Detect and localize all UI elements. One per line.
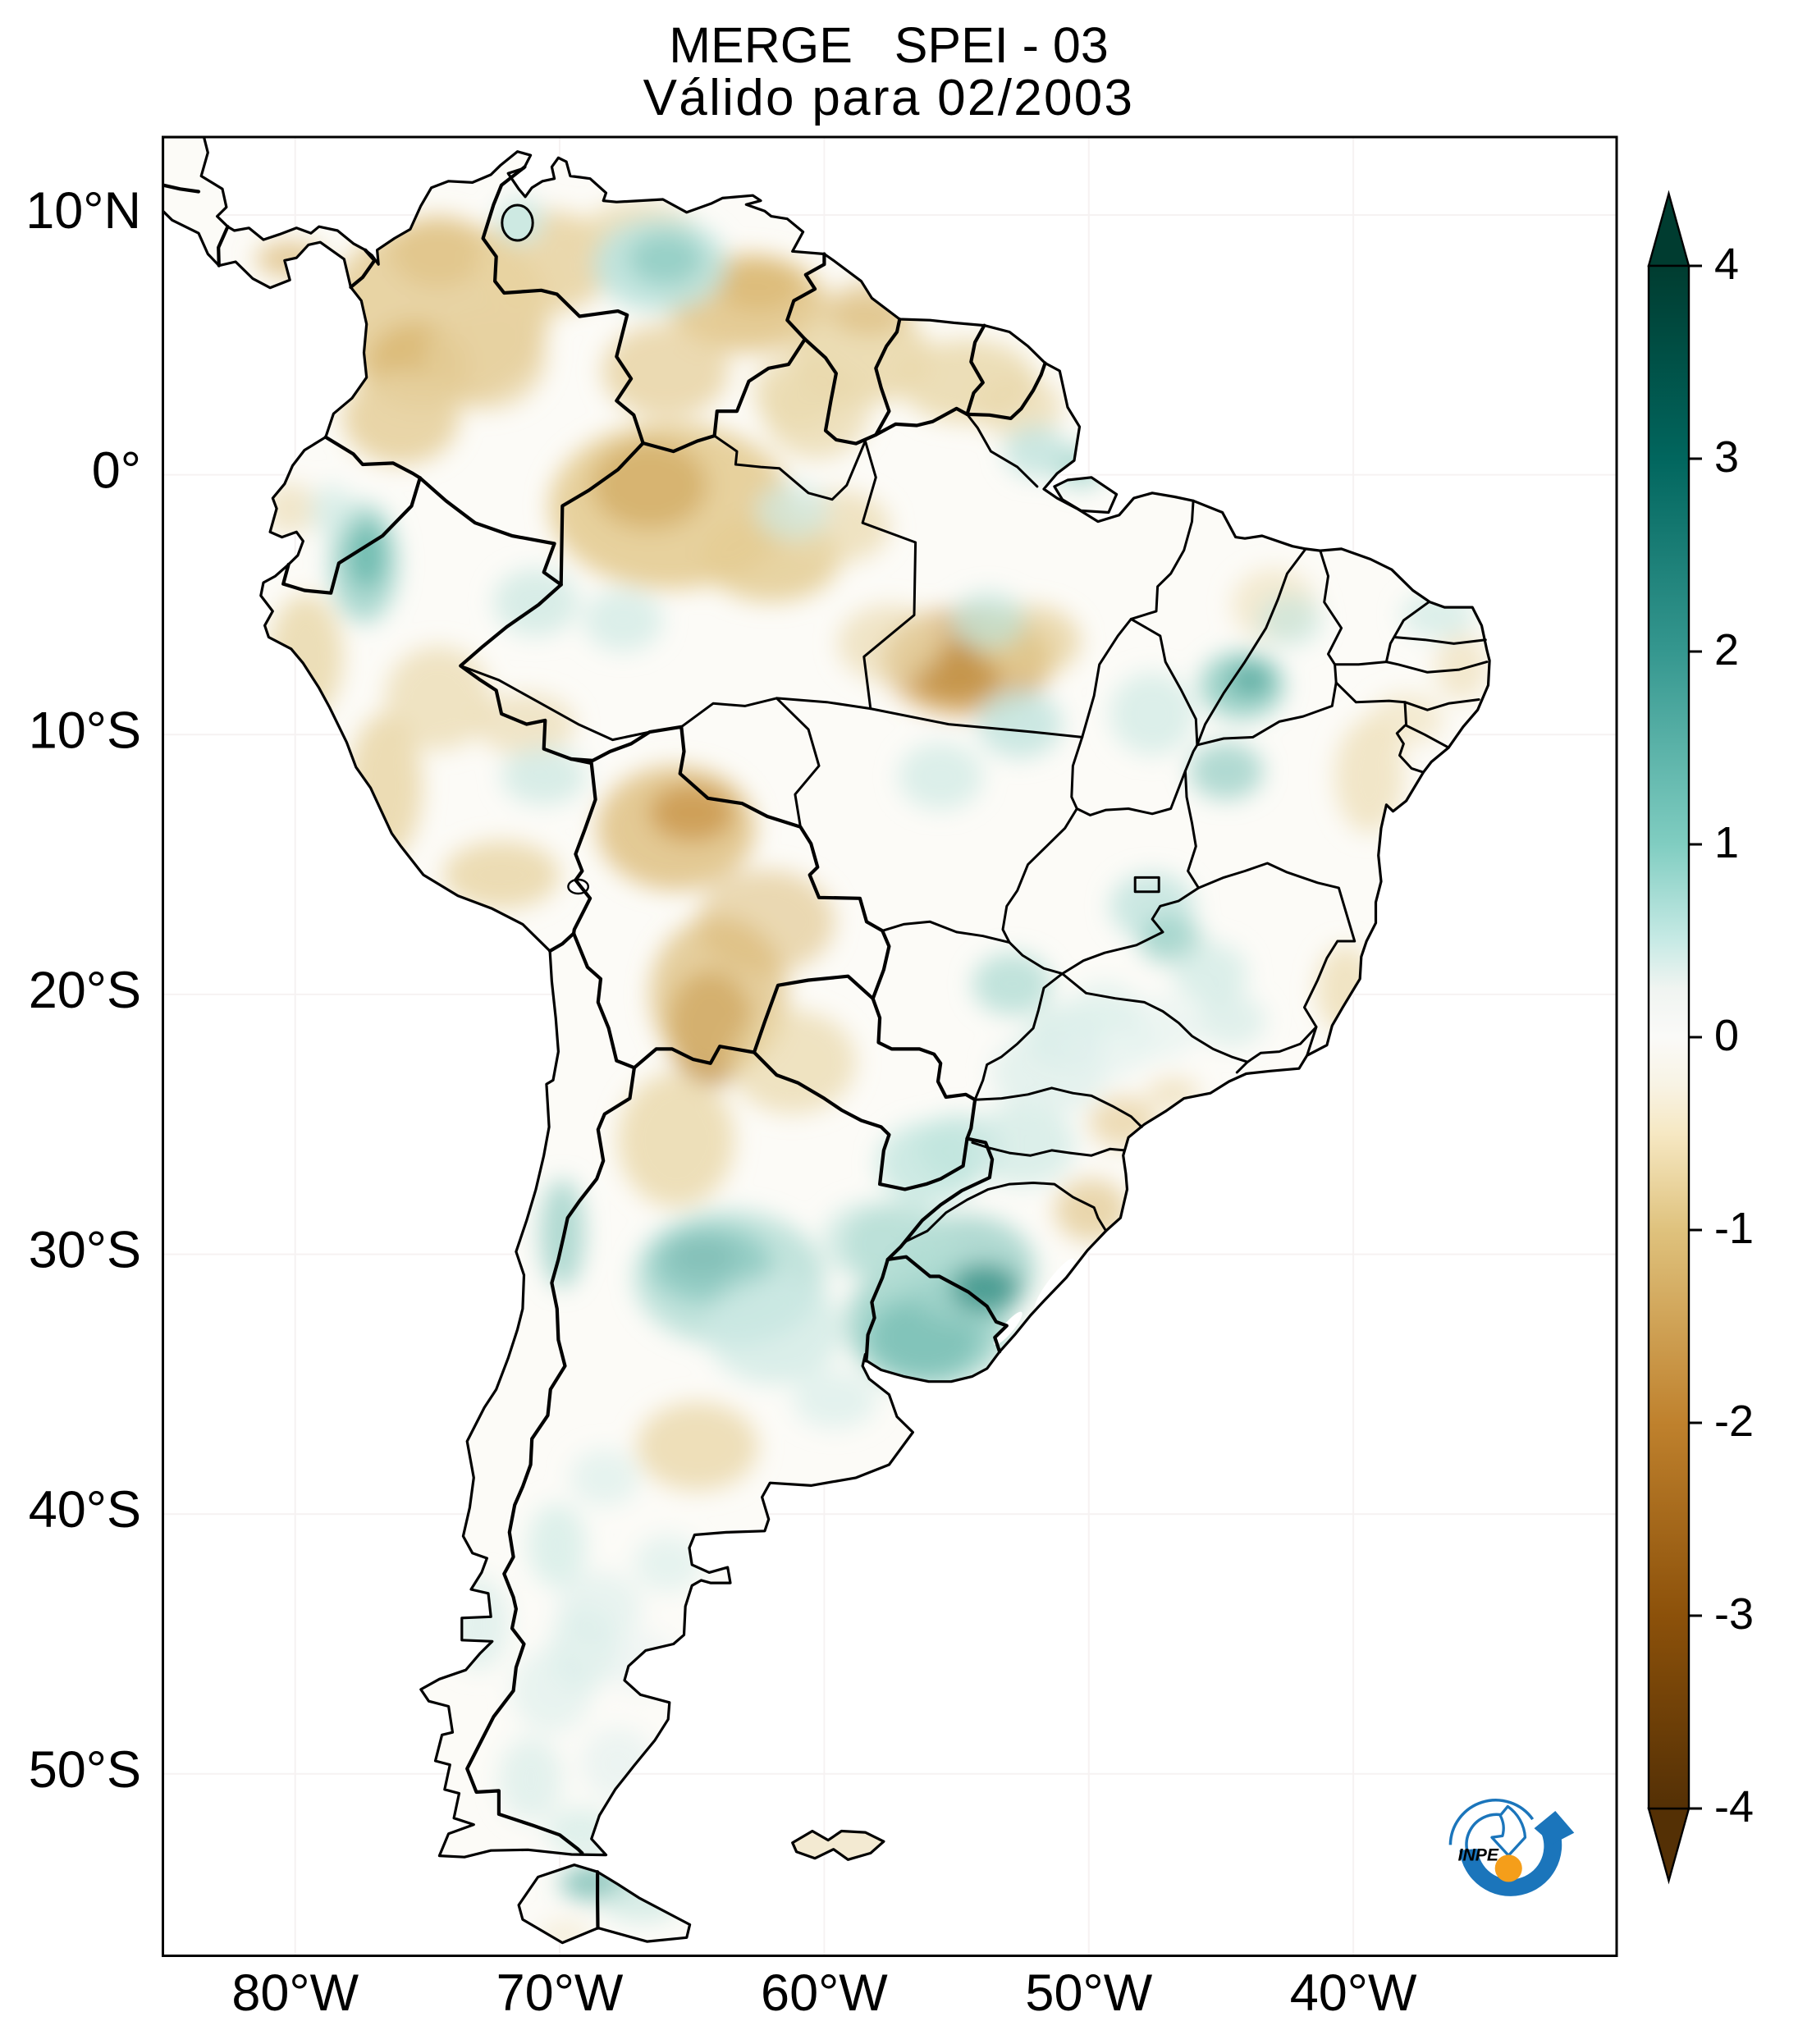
svg-text:0°: 0°	[92, 442, 141, 500]
svg-text:-1: -1	[1714, 1204, 1754, 1253]
svg-text:40°W: 40°W	[1290, 1964, 1417, 2022]
svg-text:Válido para 02/2003: Válido para 02/2003	[643, 70, 1135, 126]
svg-text:10°N: 10°N	[25, 182, 141, 240]
svg-text:70°W: 70°W	[496, 1964, 624, 2022]
svg-text:80°W: 80°W	[231, 1964, 359, 2022]
svg-text:2: 2	[1714, 625, 1739, 674]
svg-text:30°S: 30°S	[29, 1222, 141, 1279]
svg-text:-4: -4	[1714, 1782, 1754, 1831]
svg-text:4: 4	[1714, 240, 1739, 289]
svg-text:MERGE SPEI - 03: MERGE SPEI - 03	[669, 17, 1109, 73]
svg-text:20°S: 20°S	[29, 962, 141, 1019]
svg-text:50°W: 50°W	[1025, 1964, 1152, 2022]
svg-text:INPE: INPE	[1458, 1846, 1499, 1865]
svg-text:-3: -3	[1714, 1589, 1754, 1639]
svg-text:10°S: 10°S	[29, 702, 141, 759]
svg-text:1: 1	[1714, 818, 1739, 867]
svg-text:-2: -2	[1714, 1397, 1754, 1446]
svg-text:40°S: 40°S	[29, 1481, 141, 1539]
svg-text:3: 3	[1714, 432, 1739, 482]
svg-text:50°S: 50°S	[29, 1741, 141, 1799]
svg-text:0: 0	[1714, 1011, 1739, 1060]
svg-text:60°W: 60°W	[761, 1964, 888, 2022]
